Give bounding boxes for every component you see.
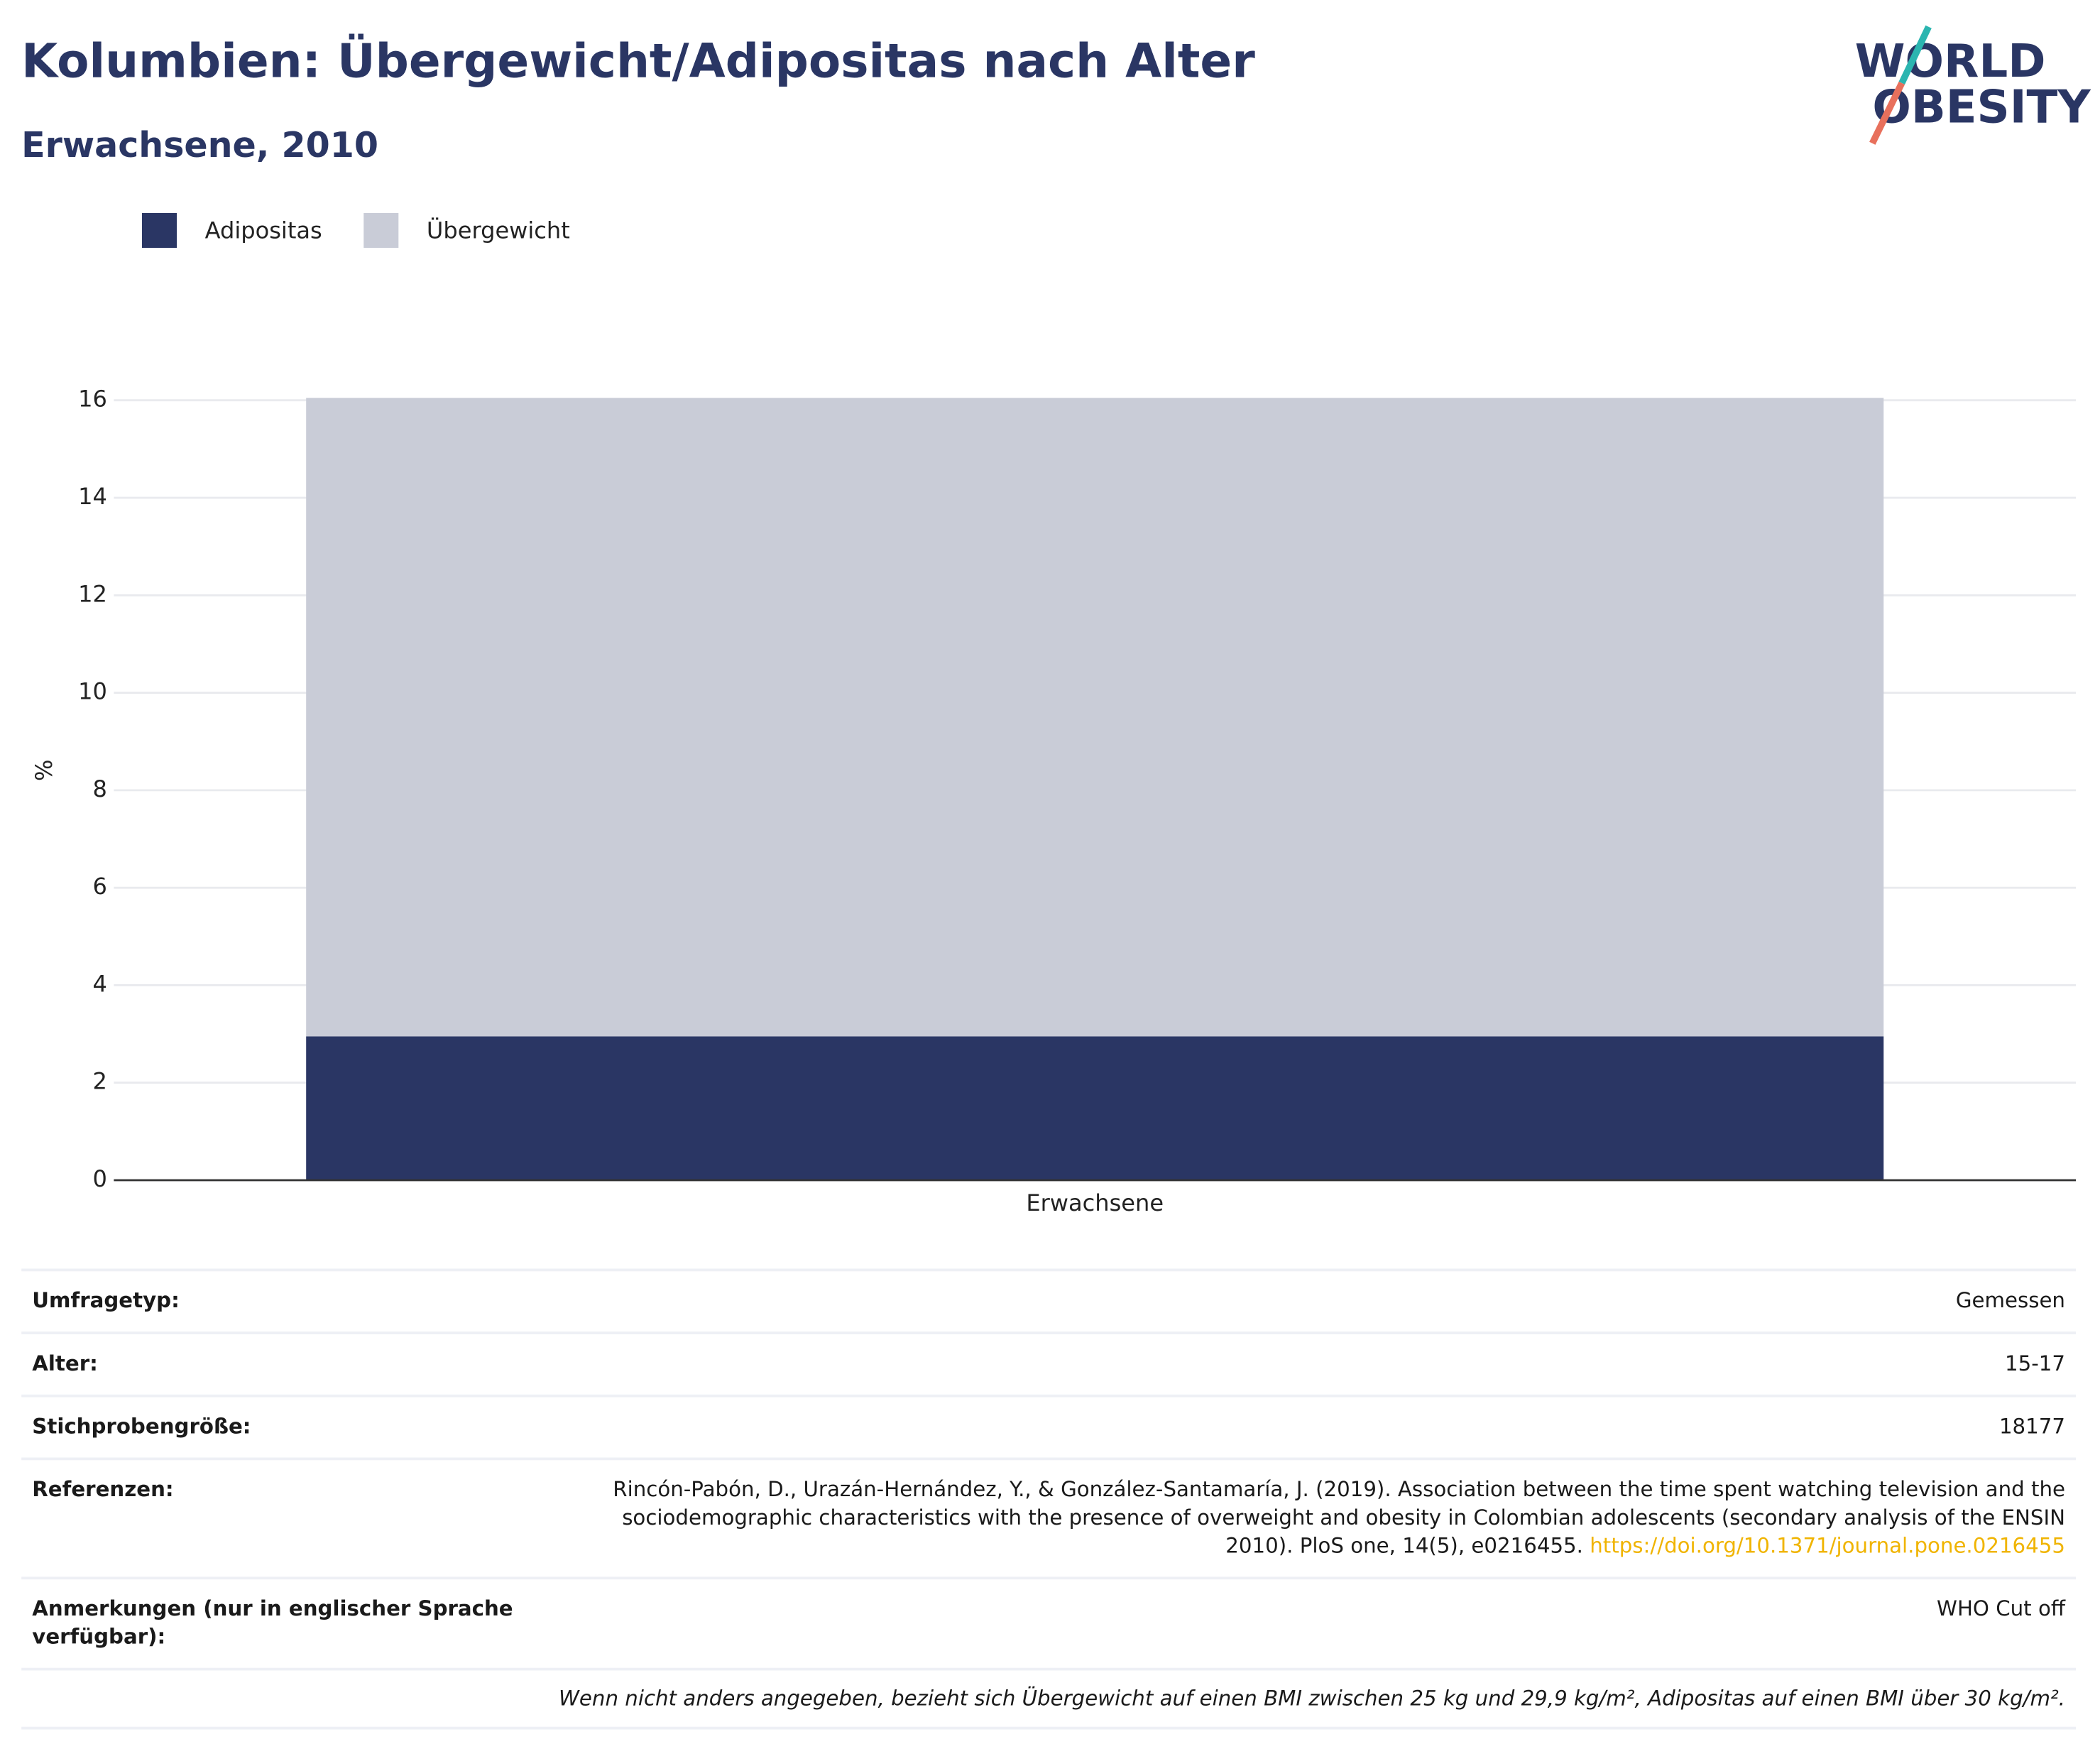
- row-label: Stichprobengröße:: [32, 1415, 251, 1439]
- row-label: Umfragetyp:: [32, 1288, 180, 1313]
- y-tick-label: 0: [93, 1165, 107, 1192]
- row-value-text: Rincón-Pabón, D., Urazán-Hernández, Y., …: [613, 1477, 2065, 1558]
- logo: WORLD OBESITY: [1855, 25, 2091, 145]
- table-row: Umfragetyp: Gemessen: [21, 1268, 2077, 1332]
- reference-link[interactable]: https://doi.org/10.1371/journal.pone.021…: [1590, 1534, 2065, 1558]
- row-value-text: 15-17: [2005, 1351, 2065, 1376]
- legend-swatch: [363, 212, 399, 249]
- y-tick-label: 10: [78, 678, 107, 705]
- y-tick-label: 2: [93, 1068, 107, 1095]
- table-row: Anmerkungen (nur in englischer Sprache v…: [21, 1576, 2077, 1667]
- footnote: Wenn nicht anders angegeben, bezieht sic…: [21, 1667, 2077, 1730]
- y-tick-label: 14: [78, 483, 107, 510]
- y-tick-label: 16: [78, 386, 107, 413]
- row-value: 15-17: [554, 1351, 2065, 1379]
- x-tick-label: Erwachsene: [1026, 1189, 1164, 1216]
- row-value: WHO Cut off: [554, 1596, 2065, 1652]
- logo-text: WORLD: [1855, 35, 2046, 88]
- bar-segment: [306, 398, 1884, 1037]
- row-label: Alter:: [32, 1351, 98, 1376]
- row-label: Anmerkungen (nur in englischer Sprache v…: [32, 1596, 513, 1650]
- row-value: Rincón-Pabón, D., Urazán-Hernández, Y., …: [554, 1476, 2065, 1561]
- y-tick-label: 12: [78, 580, 107, 607]
- y-tick-label: 8: [93, 775, 107, 802]
- row-value-text: Gemessen: [1955, 1288, 2065, 1313]
- bar-segment: [306, 1036, 1884, 1181]
- row-value-text: WHO Cut off: [1937, 1596, 2065, 1621]
- legend-swatch: [141, 212, 177, 249]
- logo-slash: [1898, 25, 1932, 85]
- chart-subtitle: Erwachsene, 2010: [21, 124, 378, 165]
- legend-label: Adipositas: [205, 217, 322, 244]
- row-value-text: 18177: [1998, 1415, 2065, 1439]
- y-tick-label: 4: [93, 970, 107, 997]
- info-table: Umfragetyp: Gemessen Alter: 15-17 Stichprobe…: [21, 1268, 2077, 1730]
- row-label: Referenzen:: [32, 1477, 174, 1502]
- y-tick-label: 6: [93, 873, 107, 900]
- y-axis-label: %: [31, 760, 58, 781]
- row-value: 18177: [554, 1413, 2065, 1442]
- chart-title: Kolumbien: Übergewicht/Adipositas nach A…: [21, 34, 1255, 89]
- table-row: Stichprobengröße: 18177: [21, 1394, 2077, 1458]
- legend-label: Übergewicht: [427, 217, 570, 244]
- logo-text: OBESITY: [1872, 80, 2091, 134]
- table-row: Alter: 15-17: [21, 1331, 2077, 1395]
- chart: Kolumbien: Übergewicht/Adipositas nach A…: [21, 25, 2091, 1216]
- logo-slash: [1869, 81, 1905, 145]
- row-value: Gemessen: [554, 1287, 2065, 1316]
- table-row: Referenzen: Rincón-Pabón, D., Urazán-Hern…: [21, 1457, 2077, 1577]
